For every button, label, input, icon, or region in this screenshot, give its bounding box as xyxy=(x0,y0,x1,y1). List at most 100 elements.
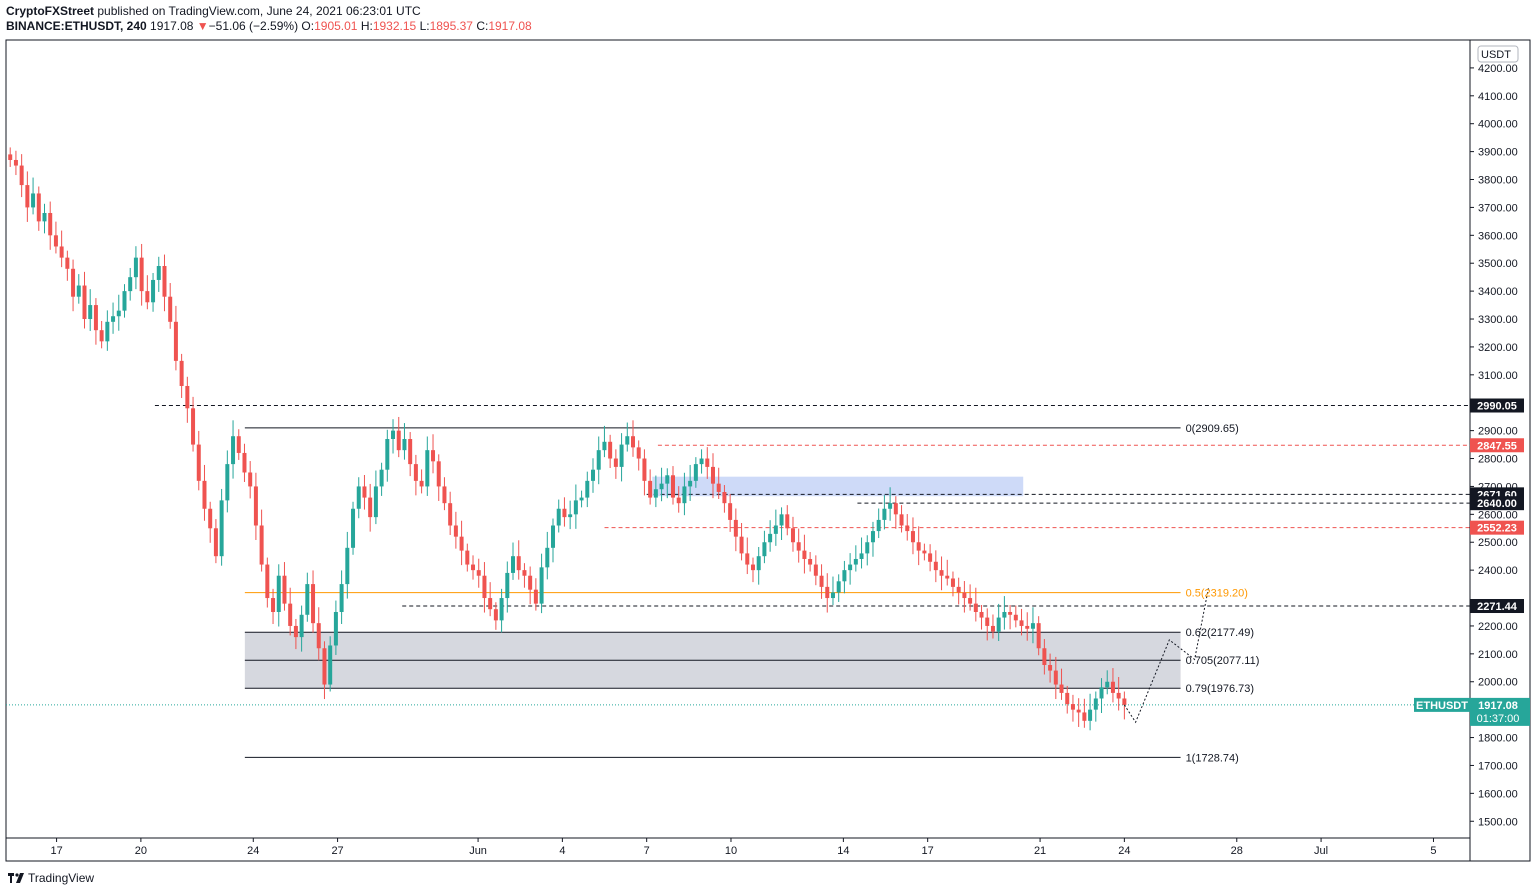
candle-body xyxy=(808,558,813,565)
time-tick-label: 24 xyxy=(247,845,259,857)
candles-layer xyxy=(8,147,1127,731)
candle-body xyxy=(271,598,276,612)
candle-body xyxy=(1110,681,1115,693)
supply-zone xyxy=(652,476,1024,497)
candle-body xyxy=(436,461,441,487)
time-axis[interactable]: 17 20 24 27 Jun 4 7 10 14 17 21 24 28 Jul 5 xyxy=(50,838,1437,857)
candle-body xyxy=(99,330,104,342)
candle-body xyxy=(665,475,670,484)
candle-body xyxy=(888,503,893,509)
candle-body xyxy=(533,589,538,604)
candle-body xyxy=(25,185,30,208)
fib-level-label: 1(1728.74) xyxy=(1186,752,1239,764)
candle-body xyxy=(413,464,418,481)
candle-body xyxy=(756,556,761,571)
candle-body xyxy=(505,572,510,599)
candle-body xyxy=(996,617,1001,632)
candle-body xyxy=(191,408,196,445)
candle-body xyxy=(316,623,321,649)
candle-body xyxy=(368,497,373,518)
price-tick-label: 3500.00 xyxy=(1478,258,1518,270)
candle-body xyxy=(139,257,144,292)
candle-body xyxy=(442,486,447,504)
candle-body xyxy=(173,321,178,361)
candle-body xyxy=(928,553,933,562)
candle-body xyxy=(111,316,116,322)
candle-body xyxy=(42,212,47,222)
candle-body xyxy=(465,550,470,565)
price-tick-label: 3600.00 xyxy=(1478,230,1518,242)
footer-brand[interactable]: TradingView xyxy=(28,871,95,885)
last-price: 1917.08 xyxy=(150,19,194,33)
price-label: 2271.44 xyxy=(1477,601,1518,613)
candle-body xyxy=(1048,665,1053,671)
candle-body xyxy=(950,578,955,587)
price-label-box xyxy=(1470,438,1524,453)
candle-body xyxy=(728,503,733,520)
time-tick-label: 27 xyxy=(331,845,343,857)
candle-body xyxy=(716,483,721,493)
candle-body xyxy=(865,542,870,554)
candle-body xyxy=(705,458,710,467)
candle-body xyxy=(288,603,293,626)
open-value: 1905.01 xyxy=(314,19,358,33)
candle-body xyxy=(1076,709,1081,713)
candle-body xyxy=(248,472,253,487)
candle-body xyxy=(179,360,184,386)
candle-body xyxy=(545,547,550,568)
candle-body xyxy=(1008,611,1013,615)
candle-body xyxy=(596,450,601,470)
symbol-label[interactable]: BINANCE:ETHUSDT, 240 xyxy=(6,19,147,33)
candle-body xyxy=(128,277,133,292)
candle-body xyxy=(585,480,590,498)
candle-body xyxy=(568,514,573,518)
candle-body xyxy=(511,556,516,573)
time-tick-label: 7 xyxy=(644,845,650,857)
candle-body xyxy=(745,553,750,565)
price-tick-label: 4000.00 xyxy=(1478,119,1518,131)
price-label: 2990.05 xyxy=(1477,401,1517,413)
author-name[interactable]: CryptoFXStreet xyxy=(6,4,95,18)
candle-body xyxy=(1036,623,1041,649)
price-change: −51.06 (−2.59%) xyxy=(208,19,299,33)
fib-level-label: 0.62(2177.49) xyxy=(1186,627,1255,639)
price-tick-label: 4200.00 xyxy=(1478,63,1518,75)
currency-badge[interactable] xyxy=(1477,45,1519,63)
candle-body xyxy=(259,525,264,565)
fib-level-label: 0.79(1976.73) xyxy=(1186,683,1255,695)
symbol-label-box xyxy=(1414,697,1470,712)
candle-body xyxy=(922,550,927,554)
candle-body xyxy=(985,617,990,626)
candle-body xyxy=(322,648,327,685)
open-label: O: xyxy=(301,19,315,33)
candle-body xyxy=(939,570,944,576)
candle-body xyxy=(88,305,93,320)
price-tick-label: 2200.00 xyxy=(1478,621,1518,633)
candle-body xyxy=(156,266,161,280)
candle-body xyxy=(351,508,356,548)
currency-label: USDT xyxy=(1481,49,1511,61)
candle-body xyxy=(36,193,41,222)
close-value: 1917.08 xyxy=(488,19,532,33)
candle-body xyxy=(762,542,767,557)
candle-body xyxy=(253,486,258,526)
high-label: H: xyxy=(360,19,373,33)
candle-body xyxy=(796,542,801,551)
candle-body xyxy=(116,310,121,317)
candle-body xyxy=(76,285,81,297)
candle-body xyxy=(853,558,858,565)
candle-body xyxy=(8,154,13,160)
candle-body xyxy=(448,503,453,526)
close-label: C: xyxy=(476,19,489,33)
price-axis[interactable]: USDT 4200.00 4100.00 4000.00 3900.00 3800.00… xyxy=(1414,45,1530,828)
candle-body xyxy=(648,480,653,498)
candle-body xyxy=(1122,698,1127,705)
candle-body xyxy=(876,519,881,532)
candle-body xyxy=(213,528,218,557)
time-tick-label: Jun xyxy=(469,845,487,857)
candle-body xyxy=(945,575,950,579)
high-value: 1932.15 xyxy=(372,19,417,33)
candle-body xyxy=(859,553,864,559)
ohlc-line: BINANCE:ETHUSDT, 240 1917.08 ▼−51.06 (−2… xyxy=(6,19,532,34)
